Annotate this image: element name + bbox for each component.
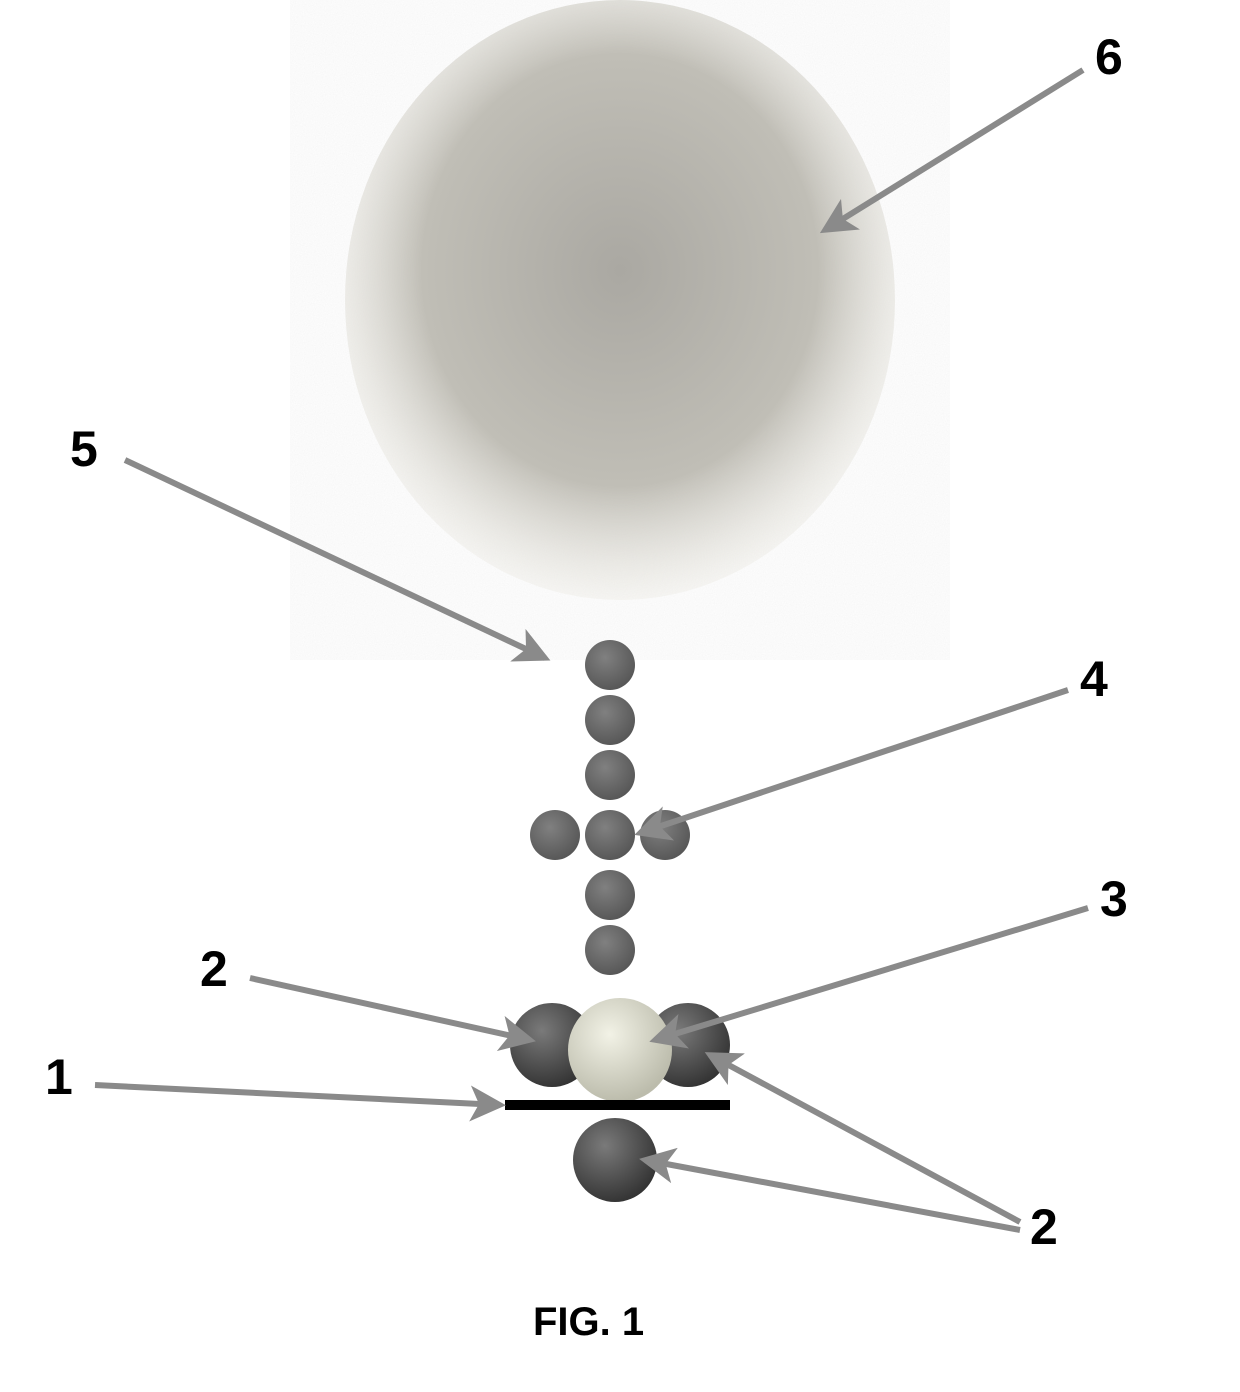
figure-canvas	[0, 0, 1240, 1392]
figure-caption: FIG. 1	[533, 1300, 644, 1345]
label-2a: 2	[200, 940, 228, 998]
arrow-2a	[250, 978, 530, 1040]
arrow-4	[640, 690, 1068, 833]
arrow-3	[655, 908, 1088, 1040]
label-3: 3	[1100, 870, 1128, 928]
dark-sphere-bottom	[573, 1118, 657, 1202]
arrow-2b-upper	[710, 1055, 1020, 1222]
stem-dots	[530, 640, 690, 975]
arrow-1	[95, 1085, 500, 1105]
label-5: 5	[70, 420, 98, 478]
label-2b: 2	[1030, 1198, 1058, 1256]
light-sphere	[568, 998, 672, 1102]
label-6: 6	[1095, 28, 1123, 86]
label-1: 1	[45, 1048, 73, 1106]
label-4: 4	[1080, 650, 1108, 708]
arrow-6	[825, 70, 1083, 230]
large-ellipse	[345, 0, 895, 600]
